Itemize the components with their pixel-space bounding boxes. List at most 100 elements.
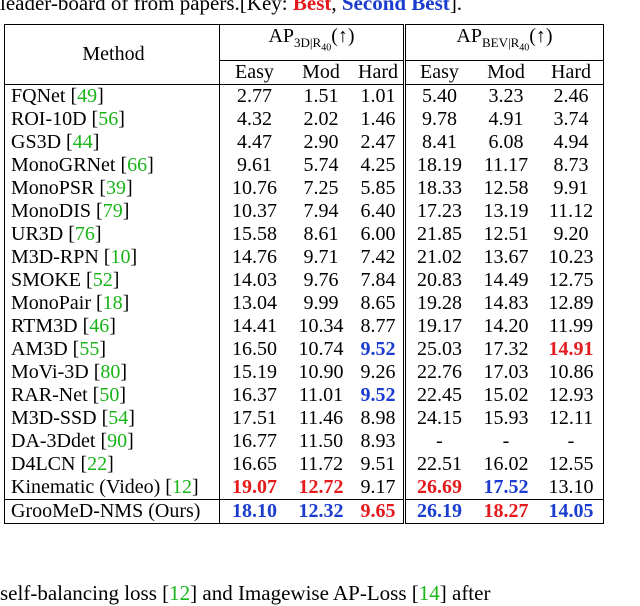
citation-link[interactable]: 46 <box>89 315 110 338</box>
table-row: FQNet [49] 2.77 1.51 1.01 5.40 3.23 2.46 <box>4 84 604 108</box>
value-cell: 13.10 <box>539 475 604 500</box>
value-cell: 12.89 <box>548 292 594 315</box>
value-cell: 8.77 <box>353 314 406 338</box>
value-cell: 11.99 <box>548 315 594 338</box>
value-cell: 24.15 <box>417 407 462 430</box>
value-cell: 4.25 <box>353 153 406 177</box>
table-row: AM3D [55] 16.50 10.74 9.52 25.03 17.32 14.91 <box>4 337 604 361</box>
value-cell: 7.42 <box>353 245 406 269</box>
citation-link[interactable]: 90 <box>107 430 128 453</box>
method-name: MonoPair [18] <box>4 291 220 315</box>
value-cell: 17.51 <box>232 407 277 430</box>
ap3d-header: AP3D|R40(↑) <box>219 24 406 61</box>
value-cell: 6.08 <box>488 131 524 154</box>
citation-link[interactable]: 18 <box>102 292 123 315</box>
citation-link[interactable]: 49 <box>77 85 98 108</box>
value-cell: 20.83 <box>417 269 462 292</box>
value-cell: 14.05 <box>548 500 594 523</box>
value-cell: 21.02 <box>417 246 462 269</box>
value-cell: 2.77 <box>237 85 272 108</box>
method-name: DA-3Ddet [90] <box>4 429 220 453</box>
value-cell: 13.19 <box>483 200 529 223</box>
value-cell: 10.76 <box>232 177 277 200</box>
value-cell: 25.03 <box>417 338 462 361</box>
value-cell: 9.61 <box>237 154 272 177</box>
col-header-mod-3d: Mod <box>289 60 353 85</box>
value-cell: 13.67 <box>483 246 529 269</box>
value-cell: 18.19 <box>417 154 462 177</box>
value-cell: 19.17 <box>417 315 462 338</box>
value-cell: 3.74 <box>553 108 589 131</box>
value-cell: 22.76 <box>417 361 462 384</box>
value-cell: 26.69 <box>404 475 473 500</box>
value-cell: 11.01 <box>298 384 344 407</box>
value-cell: 14.41 <box>232 315 277 338</box>
table-row: M3D-RPN [10] 14.76 9.71 7.42 21.02 13.67 10.23 <box>4 245 604 269</box>
citation-link[interactable]: 12 <box>171 476 192 499</box>
value-cell: 9.26 <box>353 360 406 384</box>
citation-link[interactable]: 54 <box>108 407 129 430</box>
table-row: MonoDIS [79] 10.37 7.94 6.40 17.23 13.19 11.12 <box>4 199 604 223</box>
method-name: MonoGRNet [66] <box>4 153 220 177</box>
citation-link[interactable]: 76 <box>74 223 95 246</box>
citation-link[interactable]: 39 <box>106 177 127 200</box>
table-row: D4LCN [22] 16.65 11.72 9.51 22.51 16.02 12.55 <box>4 452 604 476</box>
value-cell: 17.03 <box>483 361 529 384</box>
citation-link[interactable]: 55 <box>79 338 100 361</box>
citation-link[interactable]: 56 <box>98 108 119 131</box>
value-cell: 16.02 <box>483 453 529 476</box>
citation-link[interactable]: 66 <box>127 154 148 177</box>
value-cell: 16.37 <box>232 384 277 407</box>
value-cell: 10.23 <box>548 246 594 269</box>
value-cell: 9.71 <box>303 246 339 269</box>
citation-link[interactable]: 52 <box>92 269 113 292</box>
method-name: ROI-10D [56] <box>4 107 220 131</box>
value-cell: 15.93 <box>483 407 529 430</box>
value-cell: 4.32 <box>237 108 272 131</box>
method-name: GS3D [44] <box>4 130 220 154</box>
value-cell: 9.99 <box>303 292 339 315</box>
citation-link[interactable]: 79 <box>102 200 123 223</box>
value-cell: 2.46 <box>553 85 589 108</box>
value-cell: 8.98 <box>353 406 406 430</box>
table-row: M3D-SSD [54] 17.51 11.46 8.98 24.15 15.93 12.1… <box>4 406 604 430</box>
table-row: DA-3Ddet [90] 16.77 11.50 8.93 - - - <box>4 429 604 453</box>
value-cell: 9.17 <box>353 475 406 500</box>
value-cell: 21.85 <box>417 223 462 246</box>
value-cell: 2.02 <box>303 108 339 131</box>
value-cell: 11.50 <box>298 430 344 453</box>
value-cell: 9.76 <box>303 269 339 292</box>
value-cell: 12.75 <box>548 269 594 292</box>
results-table: Method AP3D|R40(↑) APBEV|R40(↑) Easy Mod… <box>4 24 604 524</box>
value-cell: 10.86 <box>548 361 594 384</box>
value-cell: - <box>436 430 443 453</box>
table-row: Kinematic (Video) [12] 19.07 12.72 9.17 26.6… <box>4 475 604 500</box>
citation-link[interactable]: 80 <box>100 361 121 384</box>
method-name: MoVi-3D [80] <box>4 360 220 384</box>
value-cell: 9.65 <box>353 499 406 524</box>
value-cell: 18.10 <box>232 500 277 523</box>
value-cell: 12.11 <box>548 407 594 430</box>
value-cell: 14.91 <box>548 338 594 361</box>
method-header: Method <box>4 24 220 85</box>
value-cell: 22.51 <box>417 453 462 476</box>
value-cell: 12.32 <box>298 500 344 523</box>
citation-link[interactable]: 50 <box>99 384 120 407</box>
apbev-header: APBEV|R40(↑) <box>404 24 604 61</box>
citation-link[interactable]: 44 <box>72 131 93 154</box>
col-header-hard-bev: Hard <box>539 60 604 85</box>
citation-link[interactable]: 10 <box>110 246 131 269</box>
value-cell: 1.01 <box>353 84 406 108</box>
citation-link[interactable]: 22 <box>87 453 108 476</box>
value-cell: 8.93 <box>353 429 406 453</box>
value-cell: 26.19 <box>417 500 462 523</box>
value-cell: 12.93 <box>548 384 594 407</box>
col-header-easy-3d: Easy <box>219 60 289 85</box>
value-cell: 15.58 <box>232 223 277 246</box>
value-cell: 8.65 <box>353 291 406 315</box>
value-cell: 6.00 <box>353 222 406 246</box>
value-cell: 11.17 <box>483 154 529 177</box>
method-name: RTM3D [46] <box>4 314 220 338</box>
value-cell: 9.52 <box>353 337 406 361</box>
value-cell: 2.47 <box>353 130 406 154</box>
